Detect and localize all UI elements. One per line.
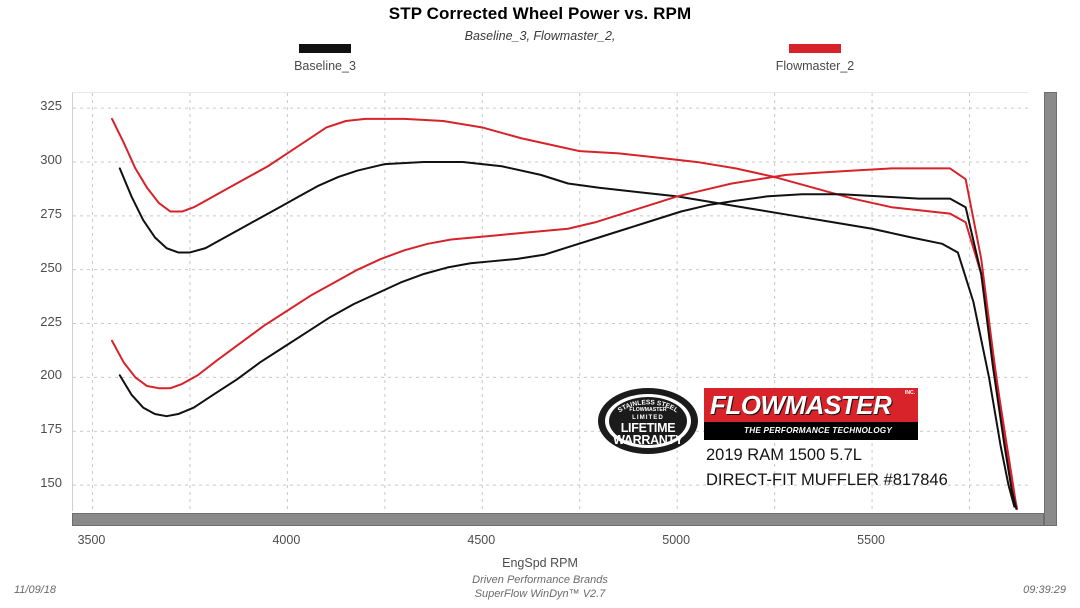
vehicle-description: 2019 RAM 1500 5.7L <box>706 446 862 464</box>
chart-canvas <box>73 93 1028 511</box>
legend-swatch-baseline <box>299 44 351 53</box>
part-description: DIRECT-FIT MUFFLER #817846 <box>706 471 948 489</box>
x-tick-5000: 5000 <box>662 533 691 547</box>
legend-item-baseline[interactable]: Baseline_3 <box>252 44 398 73</box>
logo-red-band <box>704 388 918 422</box>
plot-area <box>72 92 1028 511</box>
footer-center: Driven Performance Brands SuperFlow WinD… <box>0 573 1080 601</box>
vertical-scroll-bar[interactable] <box>1044 92 1057 526</box>
legend-label-baseline: Baseline_3 <box>294 59 356 73</box>
horizontal-scroll-bar[interactable] <box>72 513 1044 526</box>
brand-overlay: STAINLESS STEEL FLOWMASTER LIMITED LIFET… <box>596 386 948 504</box>
chart-title: STP Corrected Wheel Power vs. RPM <box>388 4 692 23</box>
series-line-3 <box>118 193 1018 510</box>
svg-text:LIMITED: LIMITED <box>632 414 664 421</box>
y-tick-225: 225 <box>40 313 62 329</box>
x-tick-3500: 3500 <box>77 533 106 547</box>
y-tick-200: 200 <box>40 367 62 383</box>
legend-label-flowmaster: Flowmaster_2 <box>775 59 855 73</box>
y-tick-300: 300 <box>40 151 62 167</box>
y-tick-325: 325 <box>40 98 62 114</box>
flowmaster-wordmark: FLOWMASTER <box>710 390 892 420</box>
y-tick-250: 250 <box>40 259 62 275</box>
footer-date: 11/09/18 <box>14 584 57 596</box>
series-line-1 <box>118 160 1016 508</box>
data-series <box>110 117 1019 510</box>
chart-subtitle: Baseline_3, Flowmaster_2, <box>464 29 616 43</box>
svg-text:FLOWMASTER: FLOWMASTER <box>629 407 666 413</box>
x-tick-4500: 4500 <box>467 533 496 547</box>
footer-time: 09:39:29 <box>1023 584 1066 596</box>
lifetime-warranty-badge-icon: STAINLESS STEEL FLOWMASTER LIMITED LIFET… <box>598 388 698 454</box>
x-tick-4000: 4000 <box>272 533 301 547</box>
footer-software: SuperFlow WinDyn™ V2.7 <box>474 588 606 600</box>
y-tick-150: 150 <box>40 475 62 491</box>
svg-text:LIFETIME: LIFETIME <box>621 421 676 435</box>
series-line-0 <box>110 117 1018 508</box>
series-line-2 <box>110 167 1019 510</box>
y-tick-175: 175 <box>40 421 62 437</box>
x-tick-5500: 5500 <box>857 533 885 547</box>
svg-text:WARRANTY: WARRANTY <box>613 433 684 447</box>
footer-company: Driven Performance Brands <box>472 574 608 586</box>
x-axis-title: EngSpd RPM <box>502 556 578 570</box>
flowmaster-tagline: THE PERFORMANCE TECHNOLOGY COMPANY <box>744 426 892 435</box>
trademark-mark: INC. <box>905 390 915 396</box>
flowmaster-logo: FLOWMASTER INC. THE PERFORMANCE TECHNOLO… <box>704 388 918 440</box>
legend-item-flowmaster[interactable]: Flowmaster_2 <box>740 44 890 73</box>
y-tick-275: 275 <box>40 205 62 221</box>
grid-lines <box>73 93 1028 511</box>
legend-swatch-flowmaster <box>789 44 841 53</box>
y-axis-tick-labels: 150 175 200 225 250 275 300 325 <box>14 0 62 608</box>
